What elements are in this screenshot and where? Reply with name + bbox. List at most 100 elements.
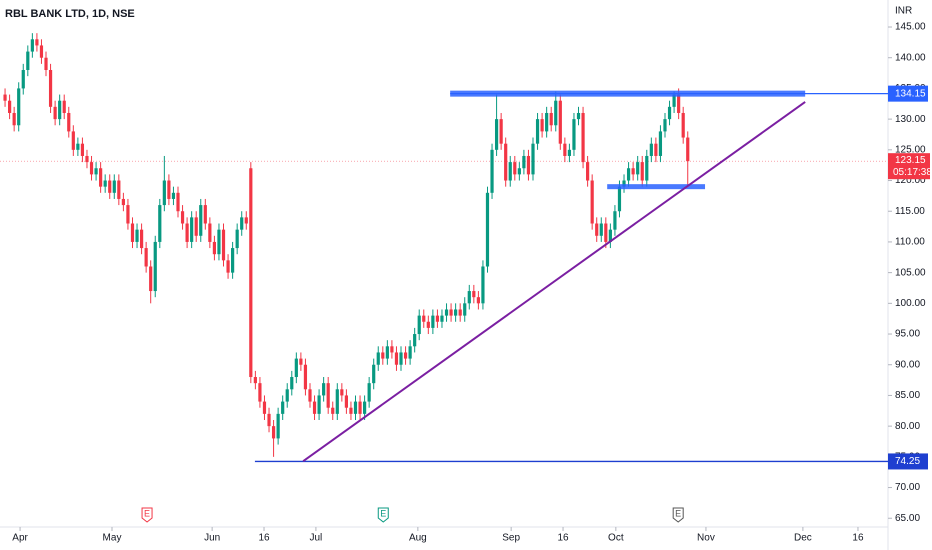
currency-label: INR <box>895 6 912 17</box>
price-badge <box>888 85 928 102</box>
candle-body <box>349 407 353 414</box>
candle-body <box>622 180 626 187</box>
candle-body <box>89 162 94 175</box>
candle-body <box>358 401 362 414</box>
candle-body <box>76 143 80 150</box>
y-tick-label: 70.00 <box>895 482 920 493</box>
candle-body <box>21 70 25 89</box>
candle-body <box>249 168 253 378</box>
candle-body <box>17 88 21 126</box>
candle-body <box>262 401 267 414</box>
candle-body <box>130 223 135 242</box>
candle-body <box>613 211 617 230</box>
candle-body <box>403 352 408 359</box>
candle-body <box>244 217 248 224</box>
candle-body <box>426 321 430 328</box>
candle-body <box>258 383 262 402</box>
candle-body <box>513 162 517 175</box>
candle-body <box>153 241 157 292</box>
candle-body <box>180 211 185 224</box>
candle-body <box>640 162 644 181</box>
y-tick-label: 130.00 <box>895 114 926 125</box>
candle-body <box>299 358 303 365</box>
y-tick-label: 120.00 <box>895 175 926 186</box>
candle-body <box>372 364 376 384</box>
candle-body <box>62 100 66 113</box>
x-tick-label: Nov <box>697 533 715 544</box>
candle-body <box>199 205 203 236</box>
candle-body <box>326 383 330 408</box>
candle-body <box>26 51 30 70</box>
candle-body <box>581 112 585 163</box>
candle-body <box>53 106 57 120</box>
candle-body <box>645 155 649 181</box>
candle-body <box>417 315 421 335</box>
candle-body <box>35 39 39 46</box>
candle-body <box>226 260 230 273</box>
candle-body <box>335 389 339 414</box>
candle-body <box>331 407 335 414</box>
event-marker <box>672 507 684 523</box>
x-tick-label: 16 <box>258 533 270 544</box>
candle-body <box>194 217 198 236</box>
candle-body <box>472 291 476 298</box>
candle-body <box>390 346 394 353</box>
candle-body <box>586 162 590 181</box>
candle-body <box>139 229 144 249</box>
candle-body <box>422 315 426 322</box>
candle-body <box>367 383 371 402</box>
candle-body <box>203 205 207 224</box>
candle-body <box>44 57 48 70</box>
x-tick-label: Aug <box>409 533 427 544</box>
event-marker <box>141 507 153 523</box>
current-price-badge <box>888 153 930 180</box>
candle-body <box>654 143 658 156</box>
candle-body <box>413 334 417 347</box>
candle-body <box>677 94 681 113</box>
candle-body <box>308 389 312 402</box>
candle-body <box>99 168 103 187</box>
candle-body <box>48 70 53 107</box>
candle-body <box>540 119 544 132</box>
candle-body <box>208 223 212 242</box>
candle-body <box>176 192 180 212</box>
y-tick-label: 125.00 <box>895 144 926 155</box>
candle-body <box>508 162 512 181</box>
candle-body <box>567 149 572 156</box>
candle-body <box>531 143 535 175</box>
current-price-label: 123.15 <box>895 155 926 166</box>
y-tick-label: 115.00 <box>895 206 925 217</box>
candle-body <box>290 377 294 390</box>
y-tick-label: 80.00 <box>895 421 920 432</box>
candle-body <box>158 205 162 242</box>
candle-body <box>112 180 116 193</box>
candle-body <box>267 413 271 427</box>
candle-body <box>121 198 125 206</box>
candle-body <box>499 119 503 144</box>
candle-body <box>185 223 189 242</box>
level-band <box>450 90 806 97</box>
candle-body <box>80 143 85 156</box>
candle-body <box>212 241 217 255</box>
candle-body <box>363 401 367 414</box>
candle-body <box>435 315 440 322</box>
candle-body <box>549 112 553 126</box>
candle-body <box>476 297 480 304</box>
y-tick-label: 85.00 <box>895 390 920 401</box>
candle-body <box>545 112 549 132</box>
candle-body <box>599 223 603 236</box>
candle-body <box>672 94 676 107</box>
candle-body <box>149 266 153 292</box>
price-badge-label: 134.15 <box>895 88 926 99</box>
y-tick-label: 95.00 <box>895 329 920 340</box>
event-marker <box>377 507 389 523</box>
candle-body <box>522 155 526 169</box>
event-label: E <box>380 508 386 518</box>
candle-body <box>281 401 285 414</box>
candle-body <box>117 180 121 199</box>
y-tick-label: 65.00 <box>895 513 920 524</box>
candle-body <box>440 315 444 322</box>
candle-body <box>3 94 7 101</box>
candle-body <box>608 229 612 242</box>
